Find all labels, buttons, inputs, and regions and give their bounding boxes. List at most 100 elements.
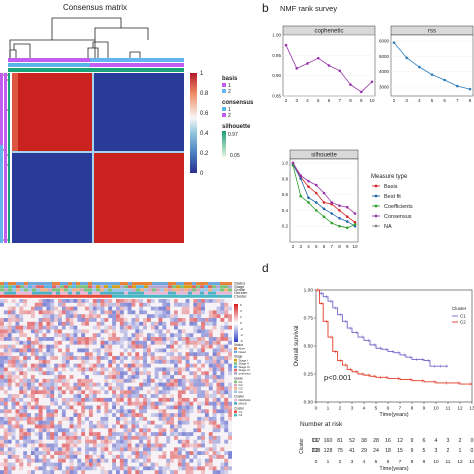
heatmap-cell <box>104 329 109 334</box>
x-tick-label: 7 <box>456 98 459 103</box>
heatmap-cell <box>38 451 43 455</box>
heatmap-cell <box>58 428 62 433</box>
heatmap-cell <box>162 367 167 372</box>
heatmap-cell <box>162 420 167 425</box>
heatmap-cell <box>224 310 229 315</box>
heatmap-cell <box>177 439 182 444</box>
annotation-cell <box>228 291 233 295</box>
heatmap-cell <box>135 413 140 417</box>
heatmap-cell <box>131 348 136 353</box>
annotation-cell <box>36 285 41 289</box>
annotation-cell <box>108 285 113 289</box>
annotation-cell <box>72 282 77 285</box>
heatmap-cell <box>193 443 198 448</box>
heatmap-cell <box>220 447 225 452</box>
heatmap-cell <box>197 386 202 391</box>
heatmap-cell <box>42 337 47 341</box>
risk-x-tick-label: 8 <box>411 459 414 465</box>
heatmap-cell <box>123 435 128 440</box>
heatmap-cell <box>100 299 105 303</box>
heatmap-cell <box>174 386 178 391</box>
heatmap-cell <box>92 443 97 448</box>
annotation-cell <box>148 282 153 285</box>
heatmap-cell <box>197 394 202 398</box>
heatmap-cell <box>15 382 20 387</box>
heatmap-cell <box>61 299 66 303</box>
x-tick-label: 6 <box>328 98 331 103</box>
annotation-cell <box>180 282 185 285</box>
heatmap-cell <box>77 394 82 398</box>
heatmap-cell <box>170 470 174 474</box>
heatmap-cell <box>30 363 35 368</box>
heatmap-cell <box>77 424 82 429</box>
x-tick-label: 1 <box>327 406 330 412</box>
heatmap-cell <box>197 462 202 467</box>
heatmap-cell <box>131 318 136 322</box>
heatmap-cell <box>85 329 89 334</box>
heatmap-cell <box>46 443 51 448</box>
heatmap-cell <box>220 329 225 334</box>
heatmap-cell <box>177 424 182 429</box>
heatmap-cell <box>139 340 144 345</box>
heatmap-cell <box>143 454 147 459</box>
heatmap-cell <box>154 340 159 345</box>
heatmap-cell <box>23 352 28 357</box>
heatmap-cell <box>54 409 58 414</box>
heatmap-cell <box>216 314 221 319</box>
heatmap-cell <box>15 318 20 322</box>
heatmap-cell <box>58 405 62 410</box>
heatmap-cell <box>46 306 51 311</box>
heatmap-cell <box>46 420 51 425</box>
heatmap-cell <box>46 310 51 315</box>
annotation-cell <box>4 285 9 289</box>
heatmap-cell <box>46 458 51 463</box>
heatmap-cell <box>100 302 105 307</box>
heatmap-cell <box>212 447 217 452</box>
heatmap-cell <box>212 413 217 417</box>
annotation-cell <box>0 282 5 285</box>
heatmap-cell <box>81 401 86 406</box>
heatmap-cell <box>85 344 89 349</box>
x-tick-label: 4 <box>306 98 309 103</box>
heatmap-cell <box>15 329 20 334</box>
heatmap-cell <box>92 348 97 353</box>
heatmap-cell <box>177 321 182 326</box>
heatmap-cell <box>181 439 186 444</box>
annotation-cell <box>180 294 185 298</box>
heatmap-cell <box>104 390 109 395</box>
heatmap-cell <box>69 306 74 311</box>
heatmap-cell <box>100 344 105 349</box>
heatmap-cell <box>220 359 225 364</box>
heatmap-cell <box>108 333 113 338</box>
heatmap-cell <box>58 333 62 338</box>
heatmap-cell <box>58 390 62 395</box>
heatmap-cell <box>174 333 178 338</box>
heatmap-cell <box>119 359 124 364</box>
heatmap-cell <box>104 458 109 463</box>
heatmap-cell <box>204 299 209 303</box>
annotation-cell <box>196 291 201 295</box>
heatmap-cell <box>3 348 8 353</box>
x-tick-label: 9 <box>423 406 426 412</box>
annotation-cell <box>80 291 85 295</box>
heatmap-cell <box>212 405 217 410</box>
heatmap-cell <box>174 401 178 406</box>
heatmap-cell <box>7 356 12 360</box>
heatmap-cell <box>197 451 202 455</box>
heatmap-cell <box>216 390 221 395</box>
heatmap-cell <box>0 325 4 330</box>
heatmap-cell <box>185 405 190 410</box>
heatmap-cell <box>38 329 43 334</box>
heatmap-cell <box>50 337 55 341</box>
heatmap-cell <box>119 394 124 398</box>
heatmap-cell <box>131 451 136 455</box>
heatmap-cell <box>42 428 47 433</box>
heatmap-cell <box>158 424 163 429</box>
heatmap-cell <box>162 371 167 376</box>
heatmap-cell <box>197 310 202 315</box>
heatmap-cell <box>11 310 16 315</box>
heatmap-cell <box>143 466 147 471</box>
annotation-cell <box>188 285 193 289</box>
p-value: p<0.001 <box>324 373 351 382</box>
heatmap-cell <box>166 367 171 372</box>
